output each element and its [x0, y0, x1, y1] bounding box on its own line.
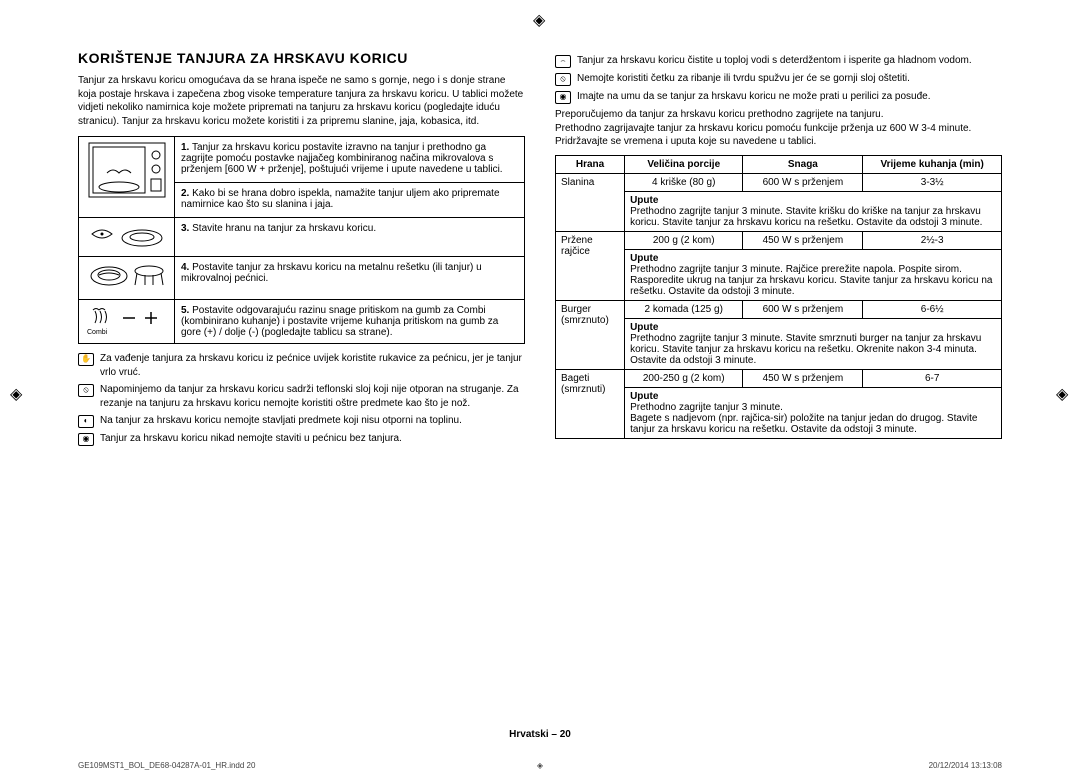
left-note-4: ◉ Tanjur za hrskavu koricu nikad nemojte…	[78, 432, 525, 446]
cook-row: Slanina4 kriške (80 g)600 W s prženjem3-…	[556, 173, 1002, 191]
two-column-layout: KORIŠTENJE TANJURA ZA HRSKAVU KORICU Tan…	[78, 50, 1002, 450]
crop-mark-top: ◈	[533, 10, 547, 24]
page-footer: Hrvatski – 20	[0, 729, 1080, 740]
right-note-2: ⦸ Nemojte koristiti četku za ribanje ili…	[555, 72, 1002, 86]
th-time: Vrijeme kuhanja (min)	[863, 155, 1002, 173]
cook-row: Burger (smrznuto)2 komada (125 g)600 W s…	[556, 300, 1002, 318]
right-para-2: Prethodno zagrijavajte tanjur za hrskavu…	[555, 122, 1002, 136]
step-text-1: 1. Tanjur za hrskavu koricu postavite iz…	[175, 137, 525, 183]
cook-food: Burger (smrznuto)	[556, 300, 625, 369]
steps-table: 1. Tanjur za hrskavu koricu postavite iz…	[78, 136, 525, 344]
cook-food: Bageti (smrznuti)	[556, 369, 625, 438]
right-note-3: ◉ Imajte na umu da se tanjur za hrskavu …	[555, 90, 1002, 104]
step-text-2: 2. Kako bi se hrana dobro ispekla, namaž…	[175, 183, 525, 218]
step-image-5: Combi	[79, 300, 175, 344]
cook-time: 6-6½	[863, 300, 1002, 318]
cook-time: 6-7	[863, 369, 1002, 387]
plate-and-rack-icon	[87, 261, 167, 295]
th-power: Snaga	[743, 155, 863, 173]
left-note-4-text: Tanjur za hrskavu koricu nikad nemojte s…	[100, 432, 402, 446]
cook-power: 600 W s prženjem	[743, 300, 863, 318]
step-4-content: Postavite tanjur za hrskavu koricu na me…	[181, 262, 482, 284]
right-note-1-text: Tanjur za hrskavu koricu čistite u toplo…	[577, 54, 972, 68]
right-note-1: ⌢ Tanjur za hrskavu koricu čistite u top…	[555, 54, 1002, 68]
no-dishwasher-icon: ◉	[555, 91, 571, 104]
left-note-3: ◐ Na tanjur za hrskavu koricu nemojte st…	[78, 414, 525, 428]
cook-portion: 200 g (2 kom)	[625, 231, 743, 249]
left-note-2-text: Napominjemo da tanjur za hrskavu koricu …	[100, 383, 525, 410]
combi-label: Combi	[83, 329, 170, 336]
oven-mitt-icon: ✋	[78, 353, 94, 366]
cook-instructions: UputePrethodno zagrijte tanjur 3 minute.…	[625, 318, 1002, 369]
meta-timestamp: 20/12/2014 13:13:08	[929, 761, 1002, 770]
right-note-2-text: Nemojte koristiti četku za ribanje ili t…	[577, 72, 910, 86]
step-image-4	[79, 257, 175, 300]
cook-instructions: UputePrethodno zagrijte tanjur 3 minute.…	[625, 249, 1002, 300]
cook-instructions: UputePrethodno zagrijte tanjur 3 minute.…	[625, 387, 1002, 438]
cook-power: 600 W s prženjem	[743, 173, 863, 191]
crop-mark-right: ◈	[1056, 384, 1070, 398]
cook-food: Pržene rajčice	[556, 231, 625, 300]
no-heat-items-icon: ◐	[78, 415, 94, 428]
step-row-1: 1. Tanjur za hrskavu koricu postavite iz…	[79, 137, 525, 183]
cook-power: 450 W s prženjem	[743, 369, 863, 387]
th-food: Hrana	[556, 155, 625, 173]
food-on-plate-icon	[87, 222, 167, 252]
meta-filename: GE109MST1_BOL_DE68-04287A-01_HR.indd 20	[78, 761, 255, 770]
right-column: ⌢ Tanjur za hrskavu koricu čistite u top…	[555, 50, 1002, 450]
step-row-5: Combi 5. Postavite odgovarajuću razinu s…	[79, 300, 525, 344]
right-para-1: Preporučujemo da tanjur za hrskavu koric…	[555, 108, 1002, 122]
cook-instructions: UputePrethodno zagrijte tanjur 3 minute.…	[625, 191, 1002, 231]
cook-food: Slanina	[556, 173, 625, 231]
right-para-3: Pridržavajte se vremena i uputa koje su …	[555, 135, 1002, 149]
intro-paragraph: Tanjur za hrskavu koricu omogućava da se…	[78, 74, 525, 128]
no-empty-oven-icon: ◉	[78, 433, 94, 446]
cook-time: 2½-3	[863, 231, 1002, 249]
step-2-content: Kako bi se hrana dobro ispekla, namažite…	[181, 188, 500, 210]
left-note-1-text: Za vađenje tanjura za hrskavu koricu iz …	[100, 352, 525, 379]
step-1-content: Tanjur za hrskavu koricu postavite izrav…	[181, 142, 503, 175]
step-text-5: 5. Postavite odgovarajuću razinu snage p…	[175, 300, 525, 344]
step-5-content: Postavite odgovarajuću razinu snage prit…	[181, 305, 498, 338]
wash-icon: ⌢	[555, 55, 571, 68]
cooking-table: Hrana Veličina porcije Snaga Vrijeme kuh…	[555, 155, 1002, 439]
crop-mark-left: ◈	[10, 384, 24, 398]
crop-mark-bottom: ◈	[537, 761, 543, 770]
left-note-1: ✋ Za vađenje tanjura za hrskavu koricu i…	[78, 352, 525, 379]
step-image-3	[79, 218, 175, 257]
cook-portion: 4 kriške (80 g)	[625, 173, 743, 191]
cook-time: 3-3½	[863, 173, 1002, 191]
step-image-1	[79, 137, 175, 218]
cook-power: 450 W s prženjem	[743, 231, 863, 249]
no-brush-icon: ⦸	[555, 73, 571, 86]
no-scratch-icon: ⦸	[78, 384, 94, 397]
microwave-preheat-icon	[87, 141, 167, 213]
step-3-content: Stavite hranu na tanjur za hrskavu koric…	[192, 223, 376, 234]
right-note-3-text: Imajte na umu da se tanjur za hrskavu ko…	[577, 90, 931, 104]
cook-portion: 200-250 g (2 kom)	[625, 369, 743, 387]
cook-row: Pržene rajčice200 g (2 kom)450 W s pržen…	[556, 231, 1002, 249]
left-note-3-text: Na tanjur za hrskavu koricu nemojte stav…	[100, 414, 462, 428]
cook-row: Bageti (smrznuti)200-250 g (2 kom)450 W …	[556, 369, 1002, 387]
cooking-table-header-row: Hrana Veličina porcije Snaga Vrijeme kuh…	[556, 155, 1002, 173]
page-heading: KORIŠTENJE TANJURA ZA HRSKAVU KORICU	[78, 50, 525, 66]
cook-portion: 2 komada (125 g)	[625, 300, 743, 318]
print-meta: GE109MST1_BOL_DE68-04287A-01_HR.indd 20 …	[78, 761, 1002, 770]
combi-buttons-icon	[87, 307, 167, 329]
left-note-2: ⦸ Napominjemo da tanjur za hrskavu koric…	[78, 383, 525, 410]
th-portion: Veličina porcije	[625, 155, 743, 173]
step-text-4: 4. Postavite tanjur za hrskavu koricu na…	[175, 257, 525, 300]
step-row-4: 4. Postavite tanjur za hrskavu koricu na…	[79, 257, 525, 300]
left-column: KORIŠTENJE TANJURA ZA HRSKAVU KORICU Tan…	[78, 50, 525, 450]
step-row-3: 3. Stavite hranu na tanjur za hrskavu ko…	[79, 218, 525, 257]
step-text-3: 3. Stavite hranu na tanjur za hrskavu ko…	[175, 218, 525, 257]
